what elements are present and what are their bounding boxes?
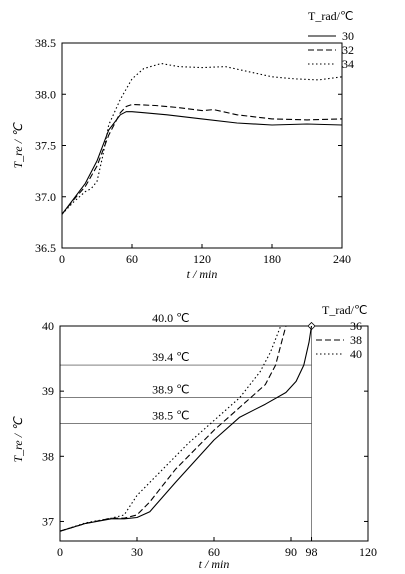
chart-top-y-tick-label: 38.5	[35, 36, 56, 50]
chart-top-x-tick-label: 60	[126, 252, 138, 266]
chart-bottom-series-layer	[59, 321, 316, 532]
chart-bottom-legend-title: T_rad/℃	[322, 303, 367, 317]
chart-bottom: 40.0 ℃ 39.4 ℃ 38.9 ℃ 38.5 ℃ 0 30 60 90 98 120 37 3…	[11, 303, 377, 571]
chart-bottom-x-axis-label: t / min	[199, 557, 230, 571]
chart-bottom-x-tick-label: 0	[57, 545, 63, 559]
chart-top-y-tick-label: 36.5	[35, 241, 56, 255]
chart-bottom-y-tick-label: 38	[42, 449, 54, 463]
chart-bottom-series-line-38	[59, 325, 287, 532]
chart-bottom-x-tick-label: 98	[306, 545, 318, 559]
chart-bottom-y-tick-label: 37	[42, 514, 54, 528]
chart-top: 0 60 120 180 240 36.5 37.0 37.5 38.0 38.5 t / min…	[11, 9, 354, 281]
chart-top-series-line-32	[61, 103, 343, 215]
chart-bottom-y-tick-label: 40	[42, 319, 54, 333]
chart-top-ticks: 0 60 120 180 240 36.5 37.0 37.5 38.0 38.5	[35, 36, 351, 266]
chart-top-x-tick-label: 120	[193, 252, 211, 266]
chart-top-y-tick-label: 37.5	[35, 139, 56, 153]
chart-top-x-tick-label: 180	[263, 252, 281, 266]
chart-bottom-legend-label-40: 40	[350, 347, 362, 361]
chart-bottom-ticks: 0 30 60 90 98 120 37 38 39 40	[42, 319, 377, 559]
chart-bottom-x-tick-label: 120	[359, 545, 377, 559]
chart-top-x-tick-label: 0	[59, 252, 65, 266]
chart-bottom-x-tick-label: 30	[131, 545, 143, 559]
chart-bottom-y-tick-label: 39	[42, 384, 54, 398]
chart-bottom-reference-label: 39.4 ℃	[152, 350, 189, 364]
chart-top-legend-title: T_rad/℃	[308, 9, 353, 23]
chart-bottom-plot-frame	[59, 325, 369, 542]
chart-top-series-line-30	[61, 111, 343, 215]
chart-bottom-vertical-marker-point	[307, 321, 316, 331]
chart-top-plot-frame	[61, 42, 343, 249]
chart-bottom-reference-label: 38.5 ℃	[152, 409, 189, 423]
chart-bottom-reference-label: 40.0 ℃	[152, 311, 189, 325]
chart-top-legend-label-34: 34	[342, 57, 354, 71]
chart-bottom-legend-label-38: 38	[350, 333, 362, 347]
chart-top-y-tick-label: 38.0	[35, 87, 56, 101]
chart-top-y-axis-label: T_re / ℃	[11, 122, 25, 169]
chart-bottom-series-line-40	[59, 325, 282, 532]
chart-top-legend-label-30: 30	[342, 29, 354, 43]
chart-bottom-y-axis-label: T_re / ℃	[11, 416, 25, 463]
chart-top-x-tick-label: 240	[333, 252, 351, 266]
chart-top-legend-label-32: 32	[342, 43, 354, 57]
chart-bottom-x-tick-label: 90	[285, 545, 297, 559]
chart-top-series-layer	[61, 62, 343, 215]
chart-bottom-legend-label-36: 36	[350, 319, 362, 333]
chart-bottom-reference-layer: 40.0 ℃ 39.4 ℃ 38.9 ℃ 38.5 ℃	[60, 311, 312, 541]
chart-top-y-tick-label: 37.0	[35, 190, 56, 204]
chart-top-series-line-34	[61, 62, 343, 215]
chart-bottom-series-line-36	[59, 325, 313, 532]
chart-bottom-x-tick-label: 60	[208, 545, 220, 559]
chart-top-x-axis-label: t / min	[187, 267, 218, 281]
chart-bottom-reference-label: 38.9 ℃	[152, 383, 189, 397]
